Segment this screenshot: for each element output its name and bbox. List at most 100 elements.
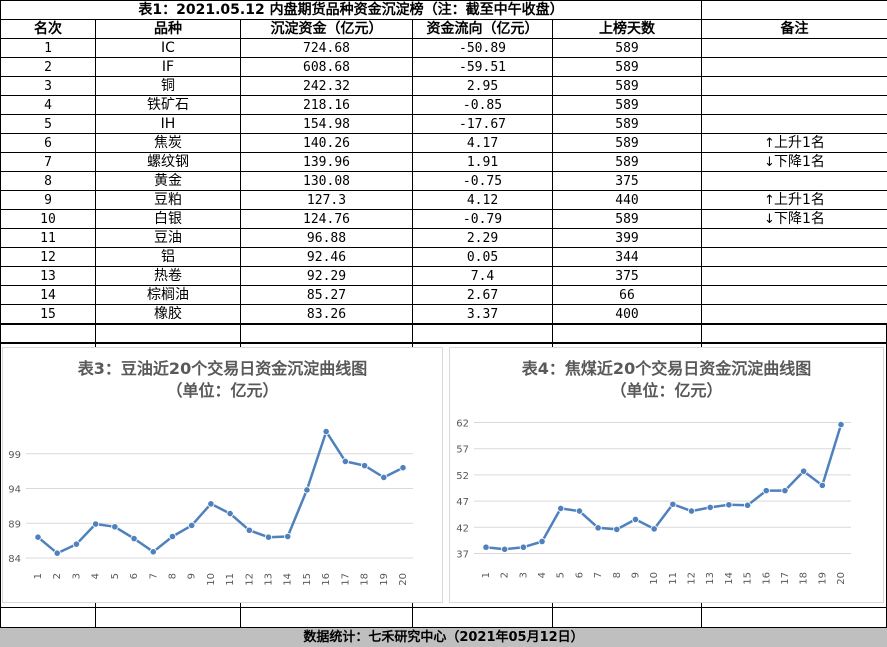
cell-days: 589 [551, 57, 703, 77]
y-tick-label: 89 [8, 519, 21, 530]
x-tick-label: 4 [91, 573, 102, 579]
x-tick-label: 9 [187, 573, 198, 579]
cell-note [701, 247, 887, 267]
cell-capital: 92.29 [240, 266, 413, 286]
cell-capital: 127.3 [240, 190, 413, 210]
cell-empty [240, 323, 413, 343]
cell-days: 400 [551, 304, 703, 324]
arrow-down-icon: ↓ [764, 154, 775, 170]
cell-capital: 140.26 [240, 133, 413, 153]
x-tick-label: 11 [668, 572, 679, 585]
data-point [631, 515, 640, 524]
cell-note: ↑上升1名 [701, 190, 887, 210]
cell-capital: 83.26 [240, 304, 413, 324]
x-tick-label: 20 [398, 573, 409, 586]
table-header-row: 名次 品种 沉淀资金（亿元） 资金流向（亿元） 上榜天数 备注 [0, 19, 887, 39]
x-tick-label: 7 [148, 573, 159, 579]
x-tick-label: 8 [612, 572, 623, 578]
cell-capital: 242.32 [240, 76, 413, 96]
x-tick-label: 5 [110, 573, 121, 579]
cell-note [701, 76, 887, 96]
data-point [34, 533, 42, 541]
table-row: 5 IH 154.98 -17.67 589 [0, 114, 887, 134]
footer-source: 数据统计：七禾研究中心（2021年05月12日） [0, 627, 887, 647]
cell-days: 375 [551, 171, 703, 191]
cell-flow: -50.89 [412, 38, 553, 58]
x-tick-label: 4 [537, 572, 548, 578]
table-row: 12 铝 92.46 0.05 344 [0, 247, 887, 267]
cell-note [701, 228, 887, 248]
cell-flow: 4.12 [412, 190, 553, 210]
cell-note [701, 38, 887, 58]
header-capital: 沉淀资金（亿元） [240, 19, 413, 39]
cell-empty [0, 323, 96, 343]
soybean-oil-chart: 表3：豆油近20个交易日资金沉淀曲线图 （单位：亿元） 84 89 94 99 1 2 3 4… [2, 347, 443, 603]
x-tick-label: 16 [761, 572, 772, 585]
x-tick-label: 3 [518, 572, 529, 578]
cell-days: 589 [551, 133, 703, 153]
cell-note [701, 266, 887, 286]
x-tick-label: 19 [817, 572, 828, 585]
cell-name: 橡胶 [95, 304, 241, 324]
cell-flow: 7.4 [412, 266, 553, 286]
cell-note [701, 171, 887, 191]
table-title-blank [701, 0, 887, 20]
cell-flow: 2.29 [412, 228, 553, 248]
series-line [37, 430, 404, 555]
x-tick-label: 6 [129, 573, 140, 579]
cell-flow: 4.17 [412, 133, 553, 153]
ranking-table: 表1：2021.05.12 内盘期货品种资金沉淀榜（注：截至中午收盘） 名次 品… [0, 0, 887, 343]
data-point [800, 467, 808, 475]
data-point [245, 526, 253, 534]
cell-name: 黄金 [95, 171, 241, 191]
cell-name: IC [95, 38, 241, 58]
x-tick-label: 2 [500, 572, 511, 578]
cell-days: 399 [551, 228, 703, 248]
cell-flow: -59.51 [412, 57, 553, 77]
x-tick-label: 17 [780, 572, 791, 585]
cell-rank: 4 [0, 95, 96, 115]
cell-name: 焦炭 [95, 133, 241, 153]
cell-rank: 9 [0, 190, 96, 210]
cell-note [701, 114, 887, 134]
x-tick-label: 3 [71, 573, 82, 579]
cell-capital: 724.68 [240, 38, 413, 58]
cell-name: 棕榈油 [95, 285, 241, 305]
table-row: 6 焦炭 140.26 4.17 589 ↑上升1名 [0, 133, 887, 153]
cell-empty [551, 323, 703, 343]
x-tick-label: 13 [705, 572, 716, 585]
data-point [303, 486, 311, 494]
cell-days: 589 [551, 95, 703, 115]
data-point [482, 543, 490, 551]
cell-flow: 1.91 [412, 152, 553, 172]
x-tick-label: 12 [687, 572, 698, 585]
cell-rank: 14 [0, 285, 96, 305]
table-row: 15 橡胶 83.26 3.37 400 [0, 304, 887, 324]
cell-days: 375 [551, 266, 703, 286]
cell-name: 铁矿石 [95, 95, 241, 115]
cell-capital: 96.88 [240, 228, 413, 248]
cell-note [701, 95, 887, 115]
cell-rank: 1 [0, 38, 96, 58]
table-row: 3 铜 242.32 2.95 589 [0, 76, 887, 96]
x-tick-label: 13 [264, 573, 275, 586]
empty-row-line [0, 607, 887, 608]
empty-row-line [0, 343, 887, 344]
table-row-empty [0, 323, 887, 343]
x-tick-label: 8 [167, 573, 178, 579]
coking-coal-chart: 表4：焦煤近20个交易日资金沉淀曲线图 （单位：亿元） 37 42 47 52 57 62… [449, 347, 884, 603]
cell-rank: 13 [0, 266, 96, 286]
y-tick-label: 94 [8, 485, 21, 496]
cell-note [701, 304, 887, 324]
note-text: 上升1名 [774, 134, 825, 151]
cell-capital: 130.08 [240, 171, 413, 191]
header-name: 品种 [95, 19, 241, 39]
cell-name: IH [95, 114, 241, 134]
note-text: 上升1名 [774, 191, 825, 208]
cell-rank: 12 [0, 247, 96, 267]
x-tick-label: 1 [33, 573, 44, 579]
cell-flow: -0.85 [412, 95, 553, 115]
cell-name: 豆油 [95, 228, 241, 248]
x-tick-label: 20 [836, 572, 847, 585]
